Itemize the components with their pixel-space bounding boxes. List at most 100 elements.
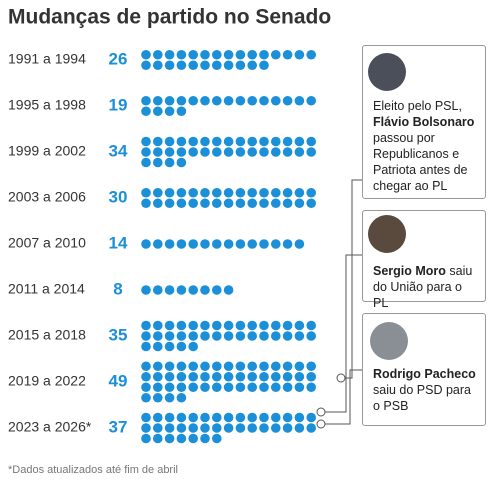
dot	[164, 49, 175, 60]
dot	[259, 412, 269, 423]
dot	[153, 136, 163, 147]
dot	[153, 187, 163, 198]
dot	[164, 361, 175, 372]
dot	[188, 239, 198, 249]
connectors	[316, 179, 362, 429]
dot	[271, 95, 281, 106]
value-label: 49	[109, 371, 128, 390]
dot	[176, 382, 187, 393]
dot	[141, 433, 151, 444]
dot	[259, 331, 269, 341]
dot	[306, 136, 317, 147]
dot	[153, 49, 163, 60]
dot	[294, 198, 305, 209]
dot	[306, 198, 317, 209]
value-label: 19	[109, 95, 128, 114]
dot	[235, 412, 246, 423]
dot	[247, 136, 257, 147]
dot	[282, 423, 293, 433]
dot	[200, 95, 210, 106]
dot	[247, 412, 257, 423]
dot	[223, 412, 234, 423]
dot	[223, 285, 234, 295]
dot	[141, 60, 151, 71]
annotation-box: Sergio Moro saiu do União para o PL	[362, 210, 486, 310]
dot	[235, 371, 246, 382]
dot	[176, 392, 187, 403]
dot	[176, 187, 187, 198]
dot	[247, 60, 257, 71]
dot	[200, 285, 210, 295]
category-label: 2015 a 2018	[8, 327, 86, 343]
dot	[176, 157, 187, 168]
dot	[164, 239, 175, 249]
connector	[325, 369, 362, 425]
dot	[164, 136, 175, 147]
dot	[282, 331, 293, 341]
value-label: 8	[113, 279, 122, 298]
dot	[223, 147, 234, 157]
category-label: 2011 a 2014	[8, 281, 85, 297]
dot	[176, 60, 187, 71]
category-label: 2019 a 2022	[8, 373, 86, 389]
dot	[282, 49, 293, 60]
dot	[164, 423, 175, 433]
connector-end	[336, 373, 346, 383]
dot	[212, 331, 222, 341]
dot	[153, 361, 163, 372]
dot	[188, 331, 198, 341]
footnote: *Dados atualizados até fim de abril	[8, 464, 178, 476]
dot	[200, 331, 210, 341]
dot	[141, 331, 151, 341]
connector-end	[316, 419, 326, 429]
dot	[235, 331, 246, 341]
dot	[223, 198, 234, 209]
dot	[164, 341, 175, 352]
dot	[259, 320, 269, 331]
dot	[235, 239, 246, 249]
dot	[176, 239, 187, 249]
value-label: 14	[109, 233, 128, 252]
dot	[247, 371, 257, 382]
dot	[212, 320, 222, 331]
dot	[200, 136, 210, 147]
dot	[200, 382, 210, 393]
dot	[141, 95, 151, 106]
value-label: 34	[109, 141, 128, 160]
dot	[176, 423, 187, 433]
dot	[223, 371, 234, 382]
dot	[294, 187, 305, 198]
dot	[188, 341, 198, 352]
dot	[294, 95, 305, 106]
dot	[212, 95, 222, 106]
dot	[200, 433, 210, 444]
dot	[188, 371, 198, 382]
dot	[188, 423, 198, 433]
dot	[294, 361, 305, 372]
category-label: 2003 a 2006	[8, 189, 86, 205]
dot	[141, 239, 151, 249]
dot	[306, 331, 317, 341]
dot	[200, 423, 210, 433]
dot	[247, 361, 257, 372]
connector	[325, 254, 362, 413]
dot	[235, 361, 246, 372]
dot	[176, 361, 187, 372]
dot	[153, 433, 163, 444]
dot	[164, 198, 175, 209]
dot	[235, 187, 246, 198]
dot	[200, 60, 210, 71]
dot	[223, 136, 234, 147]
dot	[212, 198, 222, 209]
dot	[223, 187, 234, 198]
dot	[282, 95, 293, 106]
annotation-name: Rodrigo Pacheco	[373, 367, 476, 381]
dot	[153, 157, 163, 168]
category-label: 1999 a 2002	[8, 143, 86, 159]
dot	[235, 198, 246, 209]
dot	[176, 320, 187, 331]
dot	[271, 412, 281, 423]
dot	[141, 49, 151, 60]
dot	[164, 433, 175, 444]
